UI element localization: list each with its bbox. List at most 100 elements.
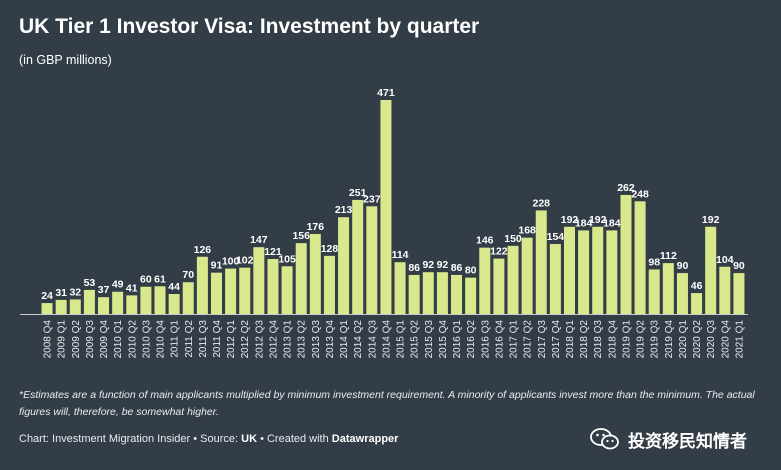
x-tick-label: 2020 Q4 [720,320,731,359]
bar-value-label: 184 [575,217,593,229]
x-tick-label: 2021 Q1 [734,320,745,359]
x-tick-label: 2009 Q4 [99,320,110,359]
bar-value-label: 156 [292,230,310,242]
x-tick-label: 2011 Q4 [212,320,223,358]
credit-middle: • Created with [257,433,332,445]
bar-2019-Q3 [648,269,660,314]
x-tick-label: 2016 Q1 [452,320,463,359]
bar-2018-Q1 [563,226,575,314]
bar-2010-Q1 [112,291,124,314]
x-tick-label: 2011 Q1 [170,320,181,358]
bar-2020-Q1 [676,273,688,314]
bar-2019-Q2 [634,201,646,314]
bar-value-label: 90 [677,260,689,272]
bar-value-label: 184 [603,217,621,229]
x-tick-label: 2011 Q2 [184,320,195,358]
bar-2010-Q4 [154,286,166,314]
bar-chart: 24 2008 Q4 31 2009 Q1 32 2009 Q2 53 2009 Q3 37 20… [20,87,748,359]
bar-value-label: 112 [660,250,677,262]
bar-value-label: 61 [154,273,166,285]
bar-2012-Q4 [267,259,279,314]
x-tick-label: 2014 Q1 [339,320,350,359]
chart-credit: Chart: Investment Migration Insider • So… [19,433,398,445]
x-tick-label: 2009 Q1 [57,320,68,359]
credit-source-link[interactable]: UK [241,433,258,445]
bar-value-label: 60 [140,274,152,286]
bar-value-label: 192 [561,214,579,226]
bar-2014-Q4 [380,100,392,314]
x-tick-label: 2013 Q1 [283,320,294,359]
x-tick-label: 2020 Q3 [706,320,717,359]
bar-value-label: 32 [69,286,81,298]
x-tick-label: 2008 Q4 [43,320,54,359]
x-tick-label: 2014 Q2 [353,320,364,359]
bar-value-label: 31 [55,287,67,299]
x-tick-label: 2015 Q1 [396,320,407,359]
bar-value-label: 91 [211,260,223,272]
x-tick-label: 2012 Q4 [268,320,279,359]
bar-2020-Q4 [719,266,731,314]
bar-value-label: 251 [349,187,367,199]
x-tick-label: 2009 Q2 [71,320,82,359]
x-tick-label: 2016 Q3 [480,320,491,359]
bar-2017-Q3 [535,210,547,314]
bar-value-label: 100 [222,256,240,268]
bar-2018-Q4 [606,230,618,314]
bar-value-label: 213 [335,204,353,216]
x-tick-label: 2010 Q1 [113,320,124,359]
bar-2009-Q1 [55,299,67,314]
bar-2017-Q4 [549,244,561,314]
bar-2010-Q3 [140,286,152,314]
bar-value-label: 98 [648,256,660,268]
x-tick-label: 2016 Q4 [494,320,505,359]
bar-2015-Q2 [408,274,420,314]
bar-value-label: 86 [408,262,420,274]
x-tick-label: 2019 Q1 [621,320,632,359]
x-tick-label: 2013 Q3 [311,320,322,359]
bar-value-label: 53 [84,277,96,289]
bar-2008-Q4 [41,303,53,314]
x-tick-label: 2010 Q4 [156,320,167,359]
x-tick-label: 2020 Q2 [692,320,703,359]
x-tick-label: 2018 Q4 [607,320,618,359]
bar-2009-Q2 [69,299,81,314]
bar-value-label: 237 [363,193,381,205]
bar-value-label: 176 [307,221,325,233]
bar-2020-Q3 [705,226,717,314]
chart-footnote: *Estimates are a function of main applic… [19,389,755,418]
bar-2016-Q4 [493,258,505,314]
credit-tool-link[interactable]: Datawrapper [331,433,399,445]
bar-value-label: 104 [716,254,734,266]
bar-2012-Q2 [239,267,251,314]
bar-2010-Q2 [126,295,138,314]
bar-2019-Q4 [662,263,674,314]
x-tick-label: 2017 Q4 [551,320,562,359]
bar-2016-Q2 [465,277,477,314]
bar-value-label: 102 [236,255,254,267]
bar-value-label: 471 [377,87,395,99]
bar-2019-Q1 [620,194,632,314]
bar-value-label: 147 [250,234,268,246]
wechat-icon [590,428,619,450]
bar-value-label: 37 [98,284,110,296]
x-tick-label: 2019 Q3 [650,320,661,359]
bar-value-label: 41 [126,282,138,294]
x-tick-label: 2018 Q3 [593,320,604,359]
bar-value-label: 122 [490,246,508,258]
bar-value-label: 248 [631,188,649,200]
bar-2011-Q3 [196,256,208,314]
bar-2011-Q4 [210,272,222,314]
x-tick-label: 2015 Q2 [410,320,421,359]
bar-2013-Q2 [295,243,307,314]
x-tick-label: 2019 Q4 [664,320,675,359]
bar-2016-Q3 [479,247,491,314]
bar-value-label: 146 [476,235,494,247]
bar-2014-Q1 [338,217,350,314]
bar-value-label: 192 [589,214,607,226]
bar-value-label: 44 [168,281,180,293]
x-tick-label: 2019 Q2 [636,320,647,359]
bar-2016-Q1 [451,274,463,314]
bar-value-label: 192 [702,214,720,226]
x-tick-label: 2009 Q3 [85,320,96,359]
